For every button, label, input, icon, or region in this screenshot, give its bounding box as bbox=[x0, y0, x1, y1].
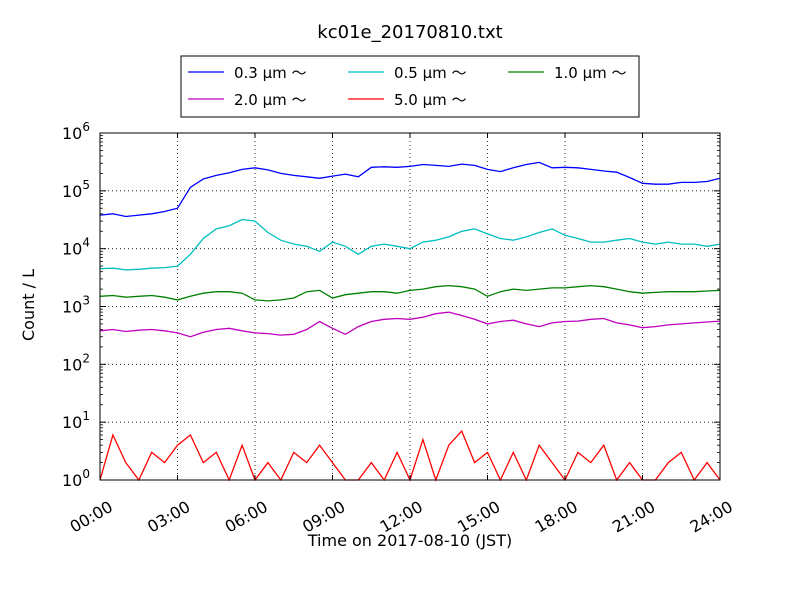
y-tick-exponent: 4 bbox=[82, 236, 90, 250]
x-tick-label: 00:00 bbox=[67, 497, 116, 537]
y-tick-label: 101 bbox=[62, 409, 90, 432]
series-line-2 bbox=[99, 284, 721, 302]
chart-title: kc01e_20170810.txt bbox=[317, 22, 502, 43]
series-line-4 bbox=[99, 429, 721, 482]
legend-label-2: 1.0 μm ～ bbox=[554, 64, 627, 82]
legend-label-4: 5.0 μm ～ bbox=[394, 91, 467, 109]
x-tick-label: 06:00 bbox=[222, 497, 271, 537]
series-line-0 bbox=[99, 161, 721, 218]
y-tick-base: 10 bbox=[62, 298, 82, 317]
legend-label-1: 0.5 μm ～ bbox=[394, 64, 467, 82]
y-tick-label: 102 bbox=[62, 351, 90, 374]
y-tick-exponent: 5 bbox=[82, 178, 90, 192]
y-axis-label: Count / L bbox=[19, 269, 38, 341]
series-line-3 bbox=[99, 311, 721, 338]
y-tick-base: 10 bbox=[62, 240, 82, 259]
y-tick-base: 10 bbox=[62, 355, 82, 374]
legend-box bbox=[180, 55, 640, 118]
x-tick-label: 21:00 bbox=[609, 497, 658, 537]
x-tick-label: 18:00 bbox=[532, 497, 581, 537]
y-tick-base: 10 bbox=[62, 182, 82, 201]
x-tick-label: 03:00 bbox=[144, 497, 193, 537]
x-axis: 00:00 03:00 06:00 09:00 12:00 15:00 18:00 21:00… bbox=[67, 133, 736, 537]
y-tick-label: 100 bbox=[62, 467, 90, 490]
legend: 0.3 μm ～ 0.5 μm ～ 1.0 μm ～ 2.0 μm ～ 5.0 μm ～ bbox=[180, 55, 640, 118]
y-tick-exponent: 0 bbox=[82, 467, 90, 481]
y-tick-label: 105 bbox=[62, 178, 90, 201]
x-axis-label: Time on 2017-08-10 (JST) bbox=[307, 531, 512, 550]
y-tick-base: 10 bbox=[62, 124, 82, 143]
y-tick-label: 104 bbox=[62, 236, 90, 259]
y-tick-label: 106 bbox=[62, 120, 90, 143]
legend-label-0: 0.3 μm ～ bbox=[234, 64, 307, 82]
y-tick-exponent: 3 bbox=[82, 294, 90, 308]
y-tick-base: 10 bbox=[62, 471, 82, 490]
legend-label-3: 2.0 μm ～ bbox=[234, 91, 307, 109]
y-tick-exponent: 2 bbox=[82, 351, 90, 365]
y-tick-base: 10 bbox=[62, 413, 82, 432]
y-tick-exponent: 1 bbox=[82, 409, 90, 423]
y-tick-exponent: 6 bbox=[82, 120, 90, 134]
y-tick-label: 103 bbox=[62, 294, 90, 317]
x-tick-label: 24:00 bbox=[687, 497, 736, 537]
series-line-1 bbox=[99, 218, 721, 271]
